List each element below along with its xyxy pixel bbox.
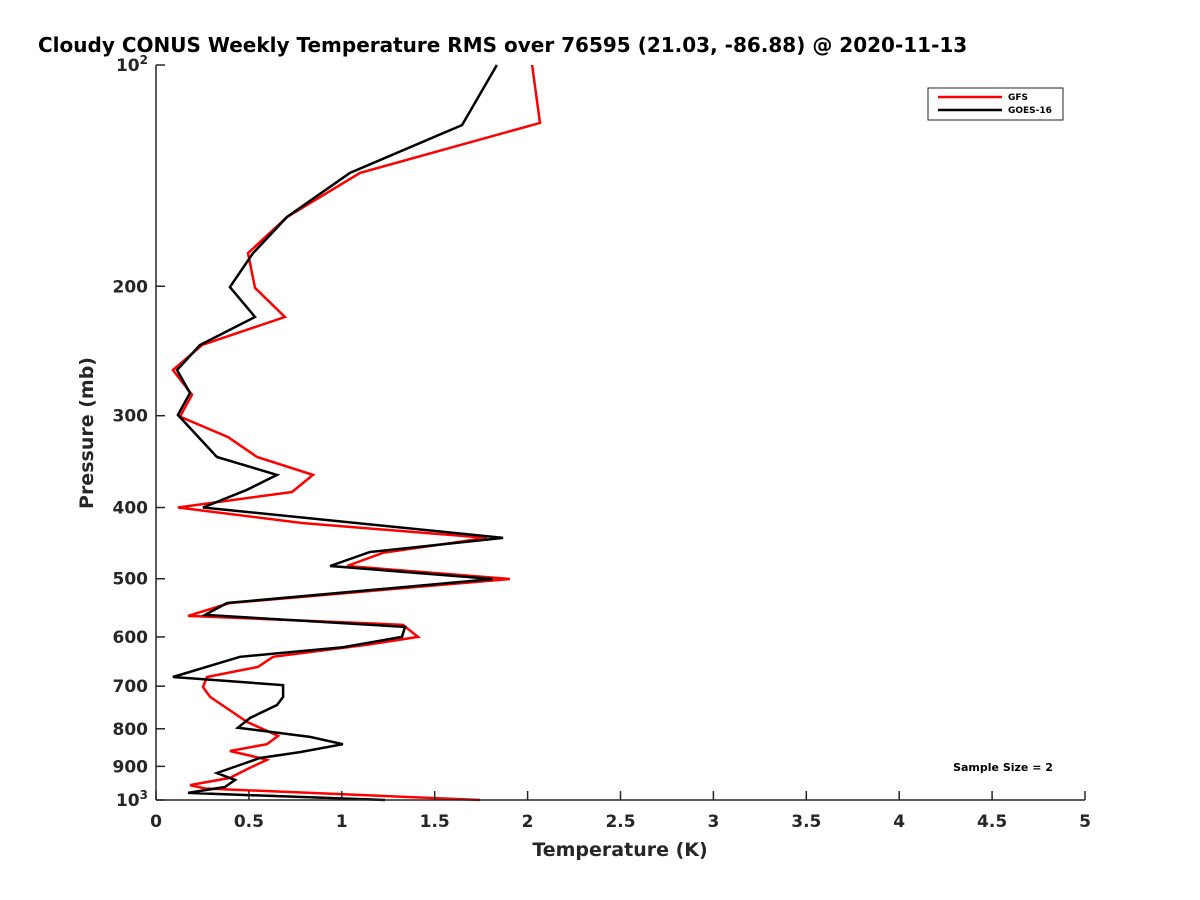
x-tick-label: 2 [522, 812, 534, 832]
y-tick-label: 200 [113, 277, 149, 297]
x-tick-label: 1 [336, 812, 348, 832]
legend-box [927, 87, 1064, 121]
y-tick-label: 800 [113, 720, 149, 740]
y-tick-label: 103 [116, 788, 148, 811]
series-layer [171, 64, 542, 802]
x-tick-label: 0 [150, 812, 162, 832]
x-tick-label: 3 [707, 812, 719, 832]
x-tick-label: 1.5 [420, 812, 450, 832]
y-tick-label: 102 [116, 53, 148, 76]
series-line-gfs [171, 64, 542, 802]
y-tick-label: 300 [113, 407, 149, 427]
y-axis-label: Pressure (mb) [76, 357, 98, 509]
x-tick-label: 4 [893, 812, 905, 832]
sample-size-annotation: Sample Size = 2 [953, 761, 1053, 774]
y-tick-label: 500 [113, 570, 149, 590]
y-tick-label: 600 [113, 628, 149, 648]
legend-label-goes16: GOES-16 [1008, 106, 1052, 116]
legend: GFS GOES-16 [927, 87, 1064, 121]
x-tick-label: 0.5 [234, 812, 264, 832]
x-tick-label: 5 [1079, 812, 1091, 832]
x-tick-label: 4.5 [977, 812, 1007, 832]
series-line-goes16 [172, 64, 504, 802]
y-tick-label: 400 [113, 499, 149, 519]
x-tick-label: 3.5 [791, 812, 821, 832]
y-tick-label: 900 [113, 757, 149, 777]
legend-label-gfs: GFS [1008, 93, 1028, 103]
chart-title: Cloudy CONUS Weekly Temperature RMS over… [38, 33, 967, 57]
y-tick-label: 700 [113, 677, 149, 697]
x-tick-label: 2.5 [605, 812, 635, 832]
axes-layer: 0 0.5 1 1.5 2 2.5 3 3.5 4 4.5 5 102 200 300 400 500 600 7… [113, 53, 1091, 832]
x-axis-label: Temperature (K) [532, 839, 707, 861]
